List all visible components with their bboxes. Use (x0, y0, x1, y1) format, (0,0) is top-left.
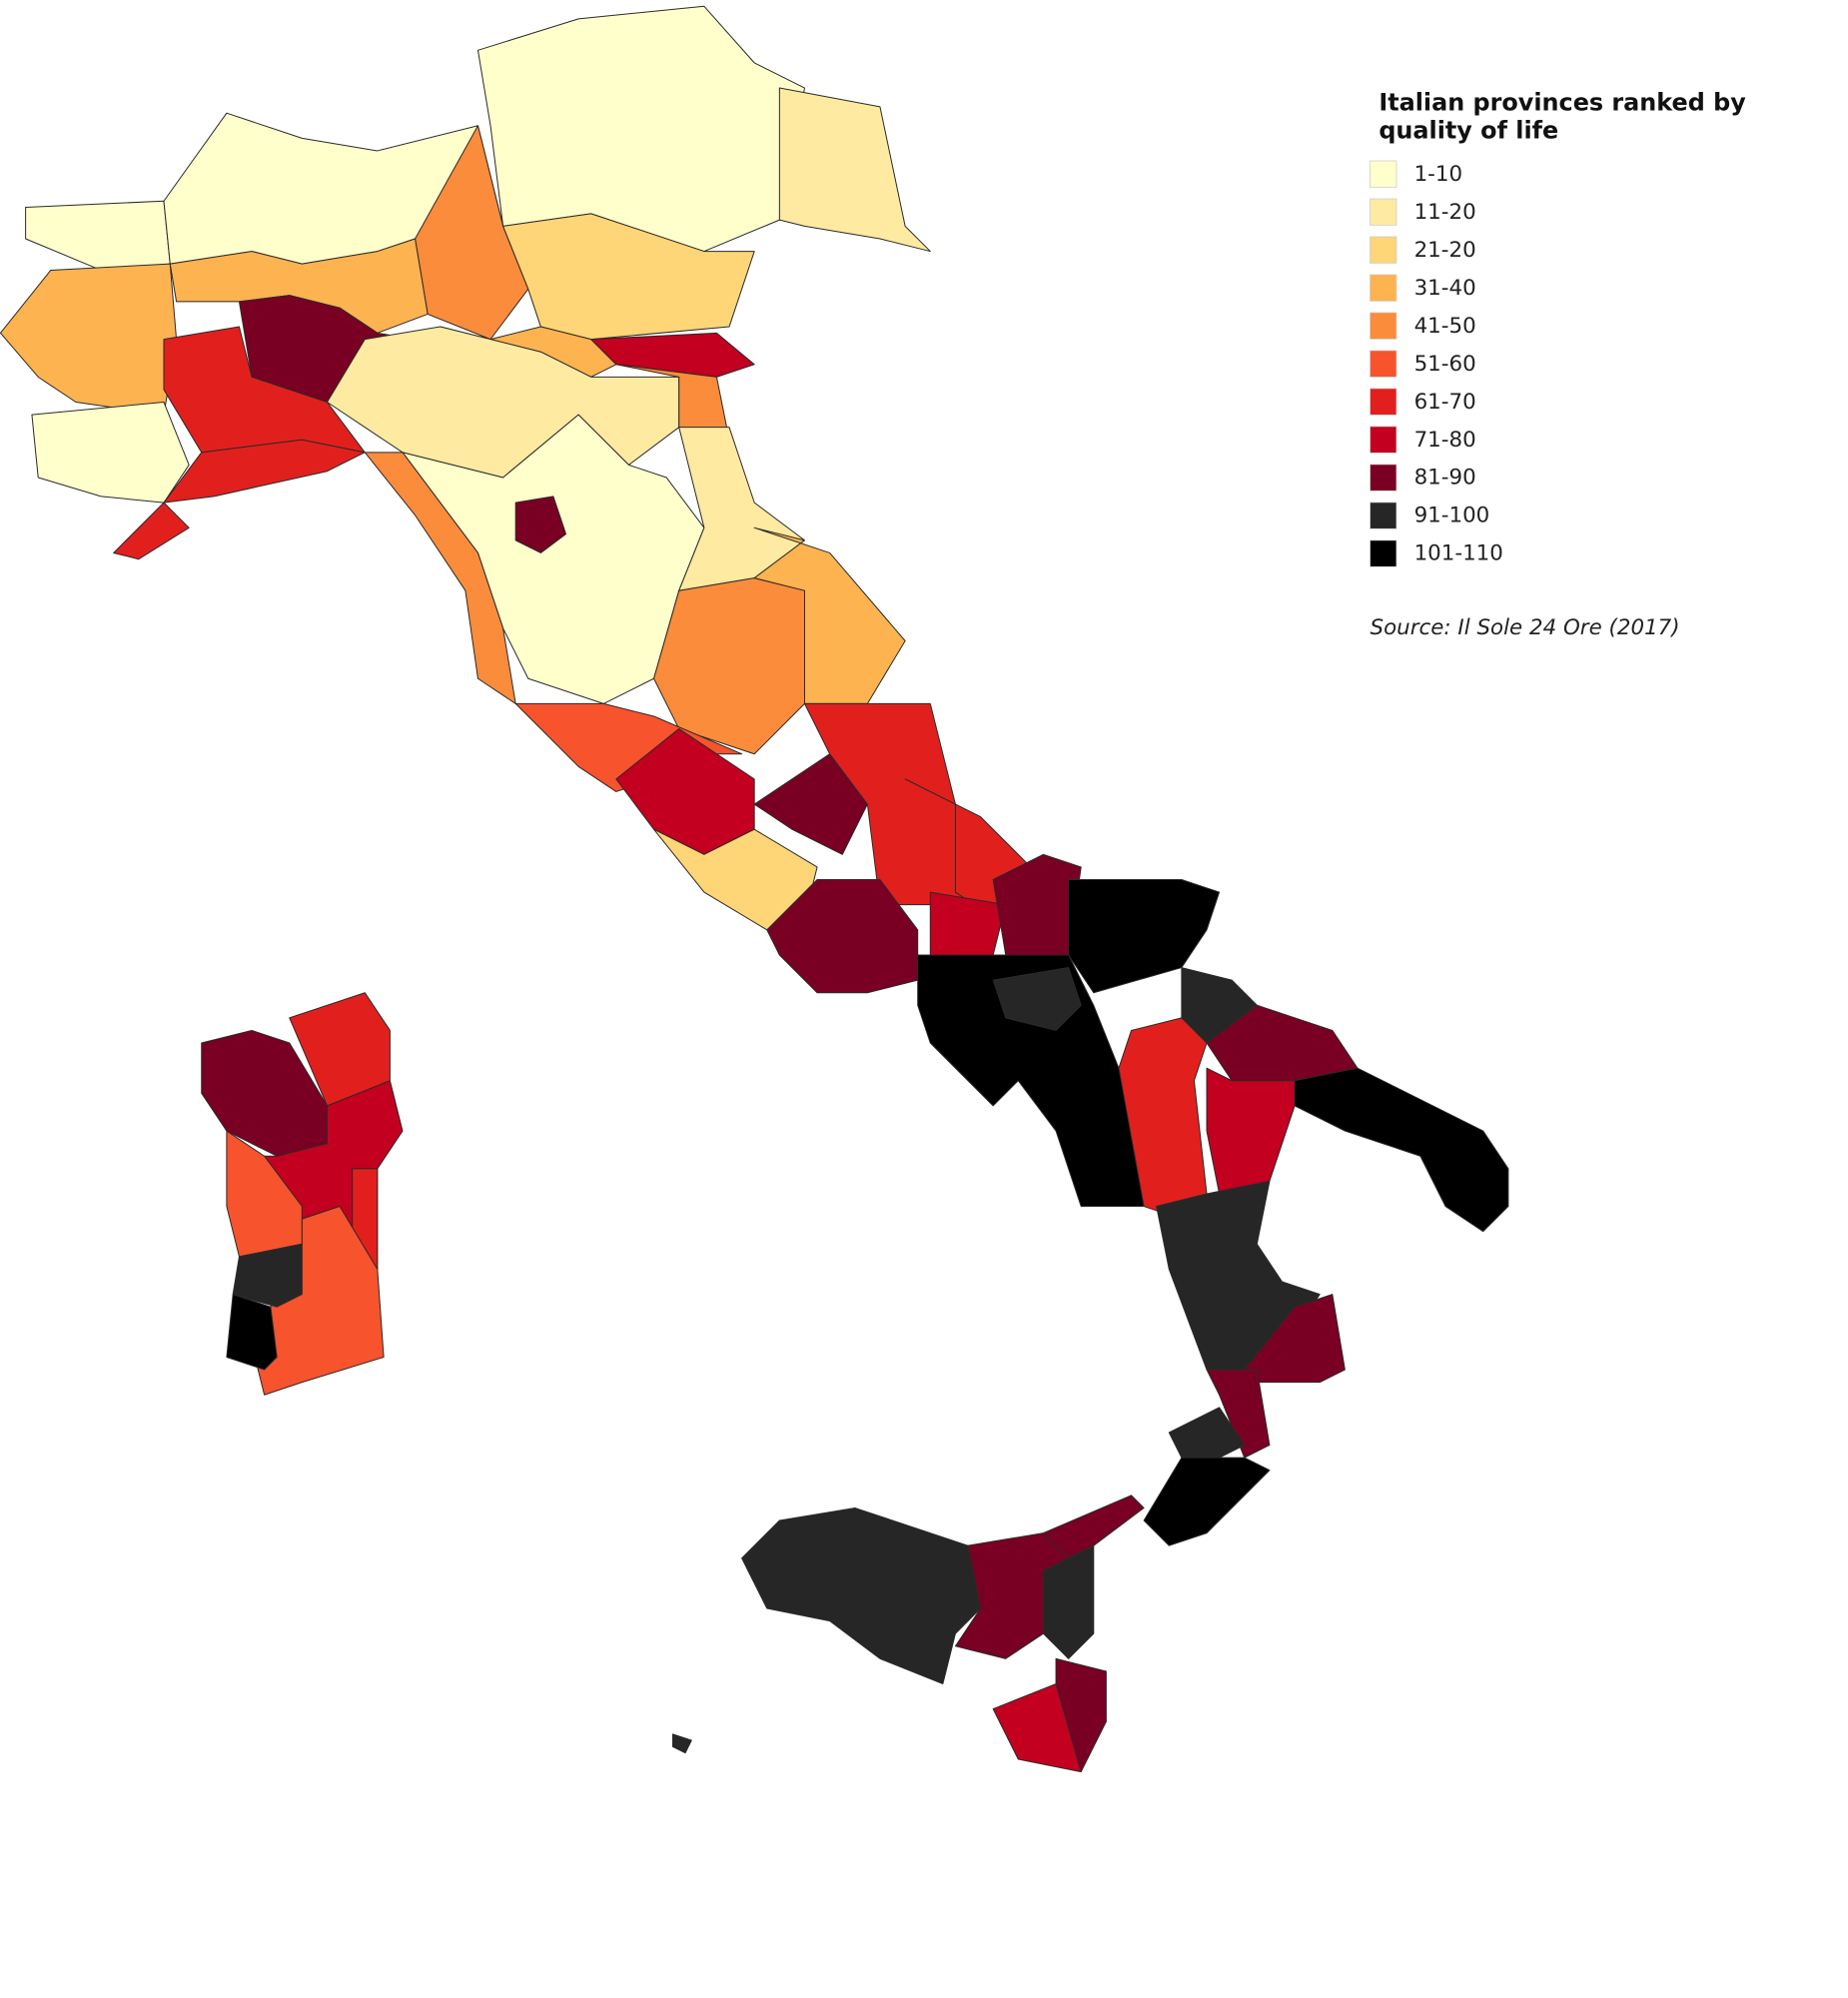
legend-label: 51-60 (1414, 352, 1476, 377)
province (1068, 879, 1221, 994)
legend-swatch (1370, 464, 1397, 492)
province (1042, 1544, 1095, 1659)
legend-swatch (1370, 388, 1397, 416)
province (1156, 1180, 1321, 1371)
province (741, 1506, 982, 1685)
legend-swatch (1370, 350, 1397, 378)
legend-label: 1-10 (1414, 162, 1463, 187)
province (1143, 1457, 1271, 1546)
legend-swatch (1370, 539, 1397, 567)
legend-swatch (1370, 236, 1397, 264)
legend-label: 21-20 (1414, 238, 1476, 263)
province (1206, 1067, 1296, 1195)
province (226, 1294, 278, 1371)
legend-swatch (1370, 160, 1397, 188)
legend-swatch (1370, 312, 1397, 340)
legend: Italian provinces ranked by quality of l… (1370, 89, 1746, 567)
province (1168, 1407, 1246, 1459)
legend-label: 41-50 (1414, 314, 1476, 339)
province (0, 263, 178, 416)
province (1294, 1067, 1509, 1233)
province (476, 5, 806, 253)
legend-swatch (1370, 501, 1397, 529)
province (1206, 1369, 1271, 1459)
legend-label: 31-40 (1414, 276, 1476, 301)
legend-label: 61-70 (1414, 390, 1476, 415)
legend-label: 71-80 (1414, 428, 1476, 453)
province (502, 213, 755, 341)
provinces (0, 5, 1509, 1773)
legend-label: 91-100 (1414, 503, 1490, 528)
province (163, 439, 366, 503)
province (31, 402, 190, 503)
province (289, 992, 391, 1107)
province (917, 954, 1145, 1208)
legend-swatch (1370, 274, 1397, 302)
province (992, 967, 1082, 1031)
province (514, 496, 567, 553)
province (1042, 1495, 1145, 1559)
legend-label: 81-90 (1414, 466, 1476, 491)
legend-swatch (1370, 426, 1397, 454)
province (671, 1733, 692, 1754)
province (113, 501, 190, 560)
legend-swatch (1370, 198, 1397, 226)
province (25, 200, 171, 271)
legend-title: Italian provinces ranked by (1379, 89, 1746, 117)
province (992, 1683, 1082, 1773)
legend-label: 11-20 (1414, 200, 1476, 225)
province (753, 753, 868, 855)
province (778, 87, 931, 253)
province (590, 332, 755, 378)
legend-label: 101-110 (1414, 541, 1503, 566)
province (232, 1243, 303, 1308)
legend-title: quality of life (1379, 116, 1558, 144)
source-note: Source: Il Sole 24 Ore (2017) (1371, 615, 1680, 640)
